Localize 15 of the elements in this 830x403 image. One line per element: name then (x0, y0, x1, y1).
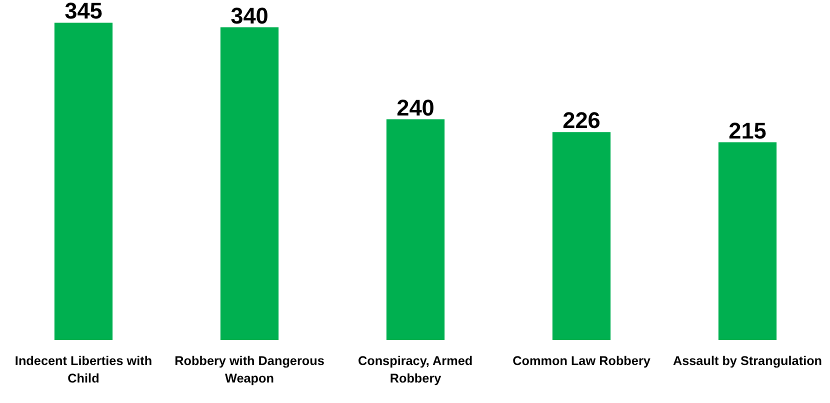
x-tick-label: Robbery with Dangerous Weapon (174, 354, 324, 386)
bar (718, 142, 777, 340)
x-tick-label: Assault by Strangulation (672, 354, 822, 368)
data-label: 340 (230, 2, 268, 28)
x-tick-label: Conspiracy, Armed Robbery (358, 354, 473, 386)
bar (54, 22, 113, 340)
data-label: 215 (728, 117, 766, 144)
bar (552, 132, 611, 340)
bar (220, 27, 279, 340)
data-label: 226 (562, 107, 600, 134)
x-tick-label: Common Law Robbery (512, 354, 650, 368)
data-label: 345 (64, 0, 102, 24)
bar (386, 119, 445, 340)
x-tick-label: Indecent Liberties with Child (14, 354, 152, 386)
data-label: 240 (396, 94, 434, 120)
